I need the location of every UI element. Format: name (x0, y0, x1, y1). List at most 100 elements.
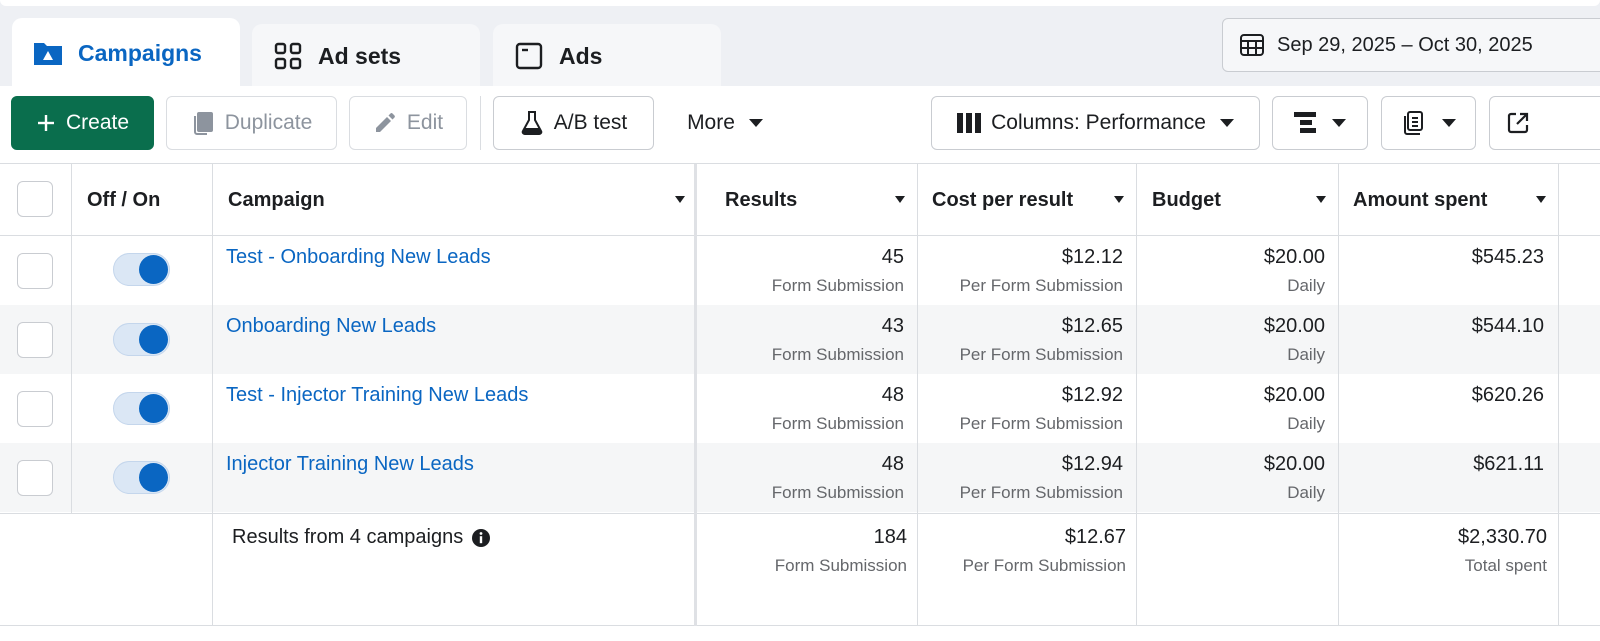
row-checkbox[interactable] (17, 322, 53, 358)
cost-per-result-type: Per Form Submission (959, 414, 1123, 433)
duplicate-button[interactable]: Duplicate (166, 96, 337, 150)
more-dropdown[interactable]: More (670, 96, 780, 150)
campaign-toggle[interactable] (113, 392, 170, 425)
cost-per-result-value: $12.65 (1061, 315, 1123, 337)
tab-campaigns[interactable]: Campaigns (12, 18, 240, 88)
results-type: Form Submission (771, 483, 904, 502)
ab-test-label: A/B test (553, 111, 628, 134)
budget-value: $20.00 (1263, 384, 1325, 406)
grid-icon (272, 40, 304, 72)
sort-caret-icon (675, 196, 685, 203)
tab-label: Ad sets (318, 42, 402, 69)
reports-icon (1402, 110, 1428, 136)
table-row[interactable]: Test - Injector Training New Leads 48 Fo… (0, 374, 1600, 443)
amount-spent-value: $544.10 (1471, 315, 1544, 337)
sort-caret-icon (895, 196, 905, 203)
breakdown-icon (1294, 112, 1318, 134)
column-header-budget[interactable]: Budget (1136, 164, 1338, 236)
create-button[interactable]: Create (11, 96, 154, 150)
ab-test-button[interactable]: A/B test (493, 96, 654, 150)
select-all-checkbox[interactable] (17, 181, 53, 217)
results-value: 43 (881, 315, 904, 337)
info-icon[interactable] (471, 528, 491, 548)
campaign-name-link[interactable]: Injector Training New Leads (226, 453, 474, 475)
export-button[interactable] (1489, 96, 1600, 150)
row-checkbox[interactable] (17, 391, 53, 427)
campaign-toggle[interactable] (113, 253, 170, 286)
date-range-label: Sep 29, 2025 – Oct 30, 2025 (1277, 33, 1533, 56)
results-type: Form Submission (771, 276, 904, 295)
budget-type: Daily (1287, 276, 1325, 295)
reports-dropdown[interactable] (1381, 96, 1476, 150)
summary-results-type: Form Submission (774, 556, 907, 575)
cost-per-result-value: $12.12 (1061, 246, 1123, 268)
column-header-campaign[interactable]: Campaign (213, 164, 697, 236)
summary-cost-per-result-type: Per Form Submission (962, 556, 1126, 575)
column-header-amount-spent[interactable]: Amount spent (1338, 164, 1558, 236)
column-header-results[interactable]: Results (698, 164, 917, 236)
breakdown-dropdown[interactable] (1272, 96, 1368, 150)
top-strip (0, 0, 1600, 6)
duplicate-label: Duplicate (224, 111, 313, 134)
campaigns-folder-icon (32, 37, 64, 69)
table-row[interactable]: Test - Onboarding New Leads 45 Form Subm… (0, 236, 1600, 305)
plus-icon (36, 113, 56, 133)
campaign-name-link[interactable]: Onboarding New Leads (226, 315, 437, 337)
budget-type: Daily (1287, 345, 1325, 364)
table-header: Off / On Campaign Results Cost per resul… (0, 164, 1600, 236)
column-divider (71, 164, 72, 513)
results-value: 45 (881, 246, 904, 268)
more-label: More (687, 111, 735, 134)
sort-caret-icon (1114, 196, 1124, 203)
campaign-toggle[interactable] (113, 461, 170, 494)
sort-caret-icon (1536, 196, 1546, 203)
column-divider (1338, 164, 1339, 626)
summary-label: Results from 4 campaigns (232, 526, 491, 549)
column-header-toggle: Off / On (87, 188, 161, 211)
budget-value: $20.00 (1263, 453, 1325, 475)
campaign-toggle[interactable] (113, 323, 170, 356)
row-checkbox[interactable] (17, 253, 53, 289)
column-divider (212, 164, 213, 626)
campaign-name-link[interactable]: Test - Injector Training New Leads (226, 384, 529, 406)
ad-window-icon (513, 40, 545, 72)
columns-dropdown[interactable]: Columns: Performance (931, 96, 1260, 150)
table-bottom-border (0, 625, 1600, 626)
duplicate-icon (191, 110, 215, 136)
budget-type: Daily (1287, 414, 1325, 433)
toolbar: Create Duplicate Edit A/B test More Colu… (0, 86, 1600, 164)
budget-value: $20.00 (1263, 315, 1325, 337)
chevron-down-icon (748, 119, 763, 127)
tab-label: Campaigns (78, 39, 202, 66)
chevron-down-icon (1332, 119, 1346, 127)
create-label: Create (65, 111, 130, 134)
edit-button[interactable]: Edit (349, 96, 467, 150)
tab-ads[interactable]: Ads (493, 24, 721, 88)
column-divider (917, 164, 918, 626)
column-header-cost-per-result[interactable]: Cost per result (917, 164, 1136, 236)
calendar-table-icon (1239, 32, 1265, 58)
row-checkbox[interactable] (17, 460, 53, 496)
columns-icon (957, 113, 982, 133)
amount-spent-value: $545.23 (1471, 246, 1544, 268)
cost-per-result-value: $12.94 (1061, 453, 1123, 475)
column-divider (1558, 164, 1559, 626)
summary-results-value: 184 (873, 526, 907, 548)
tab-ad-sets[interactable]: Ad sets (252, 24, 480, 88)
column-divider (1136, 164, 1137, 626)
date-range-picker[interactable]: Sep 29, 2025 – Oct 30, 2025 (1222, 18, 1600, 72)
amount-spent-value: $620.26 (1471, 384, 1544, 406)
amount-spent-value: $621.11 (1473, 453, 1544, 475)
budget-value: $20.00 (1263, 246, 1325, 268)
table-row[interactable]: Onboarding New Leads 43 Form Submission … (0, 305, 1600, 374)
cost-per-result-type: Per Form Submission (959, 483, 1123, 502)
summary-amount-spent-value: $2,330.70 (1458, 526, 1547, 548)
external-link-icon (1506, 111, 1530, 135)
toolbar-divider (480, 96, 481, 150)
table-row[interactable]: Injector Training New Leads 48 Form Subm… (0, 443, 1600, 512)
results-type: Form Submission (771, 414, 904, 433)
campaign-name-link[interactable]: Test - Onboarding New Leads (226, 246, 491, 268)
frozen-column-divider[interactable] (694, 164, 697, 626)
flask-icon (520, 110, 544, 136)
columns-label: Columns: Performance (991, 111, 1206, 134)
